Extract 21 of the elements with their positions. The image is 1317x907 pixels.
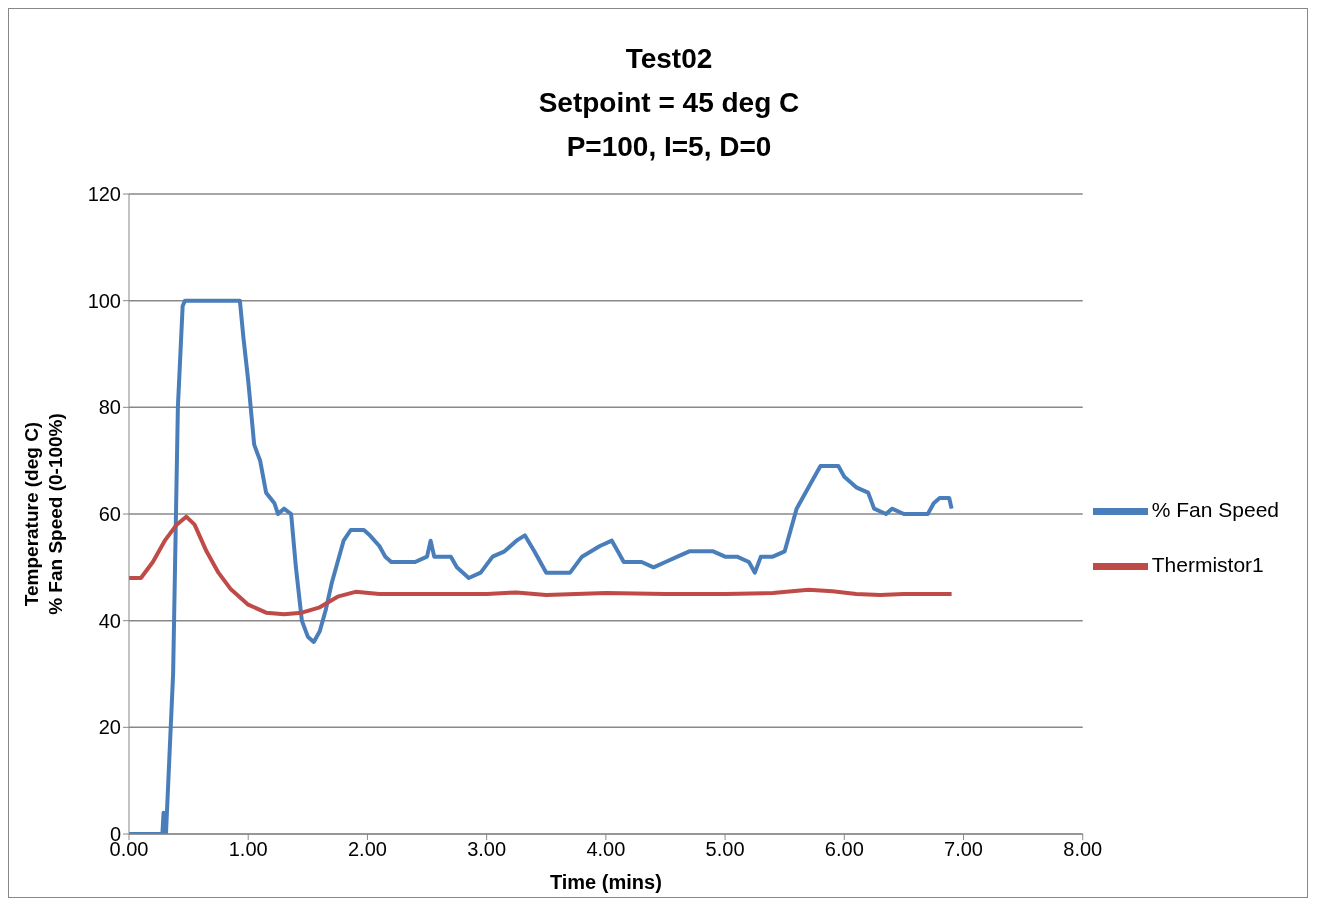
line-series: [129, 514, 954, 617]
legend-label: % Fan Speed: [1151, 498, 1279, 522]
y-axis-title: Temperature (deg C) % Fan Speed (0-100%): [21, 413, 66, 615]
x-axis-title: Time (mins): [549, 871, 662, 893]
y-tick-label: 100: [87, 289, 121, 312]
y-tick-label: 80: [98, 396, 121, 419]
x-tick-label: 1.00: [228, 838, 268, 861]
x-tick-label: 5.00: [705, 838, 745, 861]
x-tick-label: 4.00: [586, 838, 626, 861]
chart-title: Test02 Setpoint = 45 deg C P=100, I=5, D=0: [537, 42, 801, 164]
x-tick-label: 3.00: [467, 838, 507, 861]
y-tick-label: 120: [87, 183, 121, 206]
x-tick-label: 7.00: [944, 838, 983, 861]
y-tick-label: 20: [98, 716, 121, 739]
x-tick-label: 8.00: [1063, 838, 1103, 861]
line-series: [129, 298, 954, 834]
x-tick-label: 2.00: [347, 838, 387, 861]
y-tick-label: 60: [98, 503, 121, 526]
x-tick-label: 6.00: [824, 838, 864, 861]
legend-label: Thermistor1: [1151, 553, 1264, 577]
y-tick-label: 40: [98, 609, 121, 632]
